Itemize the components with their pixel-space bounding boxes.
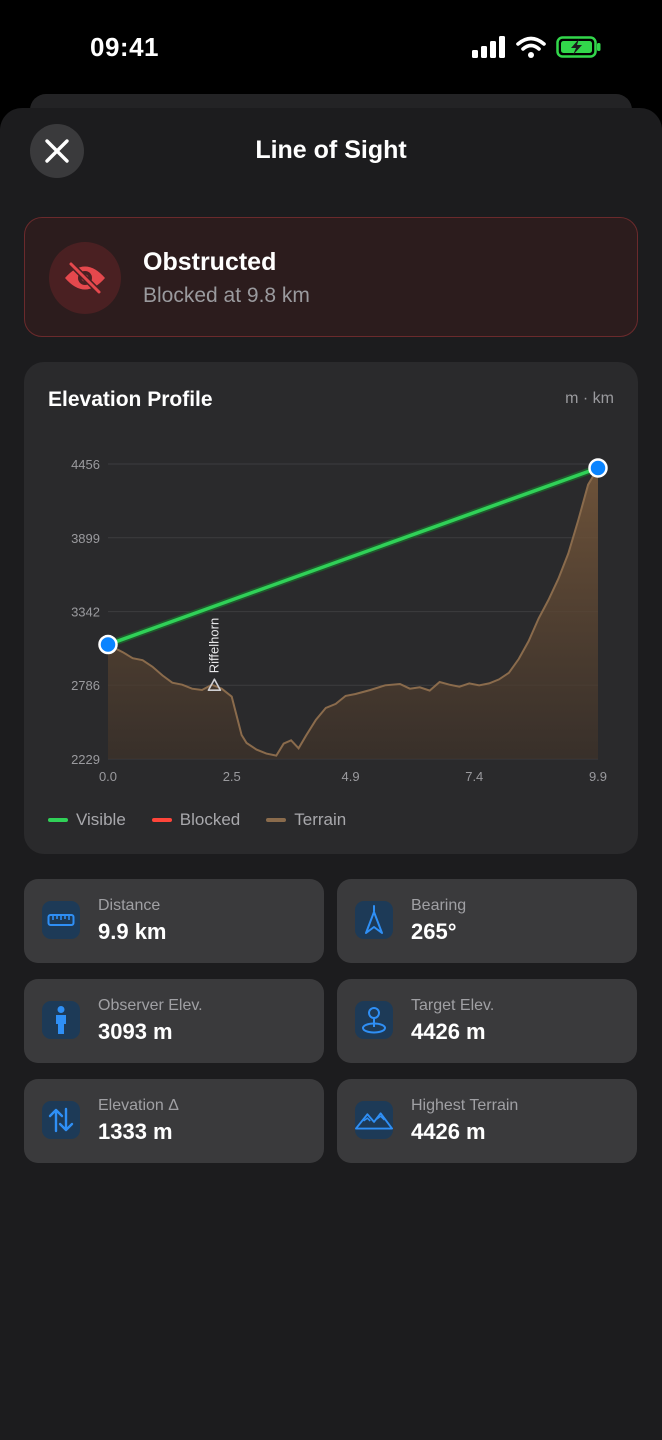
stat-label: Highest Terrain (411, 1097, 519, 1114)
legend-item-terrain: Terrain (266, 810, 346, 830)
stat-value: 4426 m (411, 1119, 486, 1144)
y-tick-label: 3899 (71, 531, 100, 546)
mountains-icon (355, 1112, 393, 1130)
stat-card-target-elevation: Target Elev. 4426 m (337, 979, 637, 1063)
legend-item-blocked: Blocked (151, 810, 241, 830)
terrain-line (107, 467, 599, 757)
person-icon (56, 1006, 66, 1034)
battery-charging-icon (556, 36, 601, 58)
result-title: Obstructed (143, 248, 277, 276)
stat-icon-badge (355, 1001, 393, 1039)
stat-card-highest-terrain: Highest Terrain 4426 m (337, 1079, 637, 1163)
status-icons (472, 36, 602, 58)
peak-label: Riffelhorn (206, 618, 221, 673)
peak-marker-icon (207, 678, 222, 692)
eye-slash-icon (65, 261, 105, 295)
map-pin-icon (362, 1007, 386, 1034)
legend-item-visible: Visible (48, 810, 126, 830)
x-tick-label: 4.9 (341, 769, 359, 784)
result-subtitle: Blocked at 9.8 km (143, 284, 310, 307)
y-tick-label: 4456 (71, 457, 100, 472)
cellular-signal-icon (472, 36, 505, 58)
stat-label: Bearing (411, 897, 467, 914)
x-tick-label: 7.4 (465, 769, 483, 784)
stat-card-observer-elevation: Observer Elev. 3093 m (24, 979, 324, 1063)
stat-icon-badge (42, 1001, 80, 1039)
legend-swatch-blocked (151, 818, 172, 822)
stat-value: 265° (411, 919, 457, 944)
y-tick-label: 2229 (71, 752, 100, 767)
close-button[interactable] (30, 124, 84, 178)
close-icon (45, 139, 69, 163)
observer-point (98, 634, 118, 655)
x-tick-label: 9.9 (589, 769, 607, 784)
stat-card-bearing: Bearing 265° (337, 879, 637, 963)
legend-swatch-terrain (266, 818, 287, 822)
up-down-arrows-icon (48, 1107, 74, 1133)
status-bar: 09:41 (0, 0, 662, 96)
chart-legend: Visible Blocked Terrain (48, 810, 346, 830)
profile-title: Elevation Profile (48, 388, 213, 411)
wifi-icon (516, 36, 546, 58)
stat-label: Target Elev. (411, 997, 495, 1014)
stat-value: 9.9 km (98, 919, 167, 944)
stat-icon-badge (355, 1101, 393, 1139)
stat-card-distance: Distance 9.9 km (24, 879, 324, 963)
legend-swatch-visible (48, 818, 68, 822)
stat-label: Elevation Δ (98, 1097, 179, 1114)
ruler-icon (47, 914, 75, 926)
stat-value: 3093 m (98, 1019, 173, 1044)
y-tick-label: 3342 (71, 605, 100, 620)
sight-line (106, 466, 600, 647)
stat-icon-badge (42, 901, 80, 939)
target-point (588, 458, 608, 478)
stat-value: 4426 m (411, 1019, 486, 1044)
stat-card-elevation-delta: Elevation Δ 1333 m (24, 1079, 324, 1163)
terrain-area (108, 468, 598, 759)
stat-label: Observer Elev. (98, 997, 203, 1014)
stat-value: 1333 m (98, 1119, 173, 1144)
legend-label-blocked: Blocked (179, 810, 241, 829)
legend-label-visible: Visible (76, 810, 126, 829)
status-time: 09:41 (90, 32, 159, 62)
stat-label: Distance (98, 897, 161, 914)
elevation-profile-chart: 4456 3899 3342 2786 2229 0.0 2.5 4.9 7.4 9.9 Riffe… (71, 457, 608, 784)
profile-units: m · km (565, 390, 614, 407)
y-tick-label: 2786 (71, 678, 100, 693)
status-icon-badge (49, 242, 121, 314)
stat-icon-badge (42, 1101, 80, 1139)
x-tick-label: 2.5 (223, 769, 241, 784)
sheet-title: Line of Sight (255, 136, 407, 164)
stat-icon-badge (355, 901, 393, 939)
x-tick-label: 0.0 (99, 769, 117, 784)
visibility-result-card: Obstructed Blocked at 9.8 km (24, 217, 638, 337)
legend-label-terrain: Terrain (294, 810, 347, 829)
elevation-profile-card: 4456 3899 3342 2786 2229 0.0 2.5 4.9 7.4 9.9 Riffe… (24, 362, 638, 854)
compass-arrow-icon (365, 905, 383, 934)
